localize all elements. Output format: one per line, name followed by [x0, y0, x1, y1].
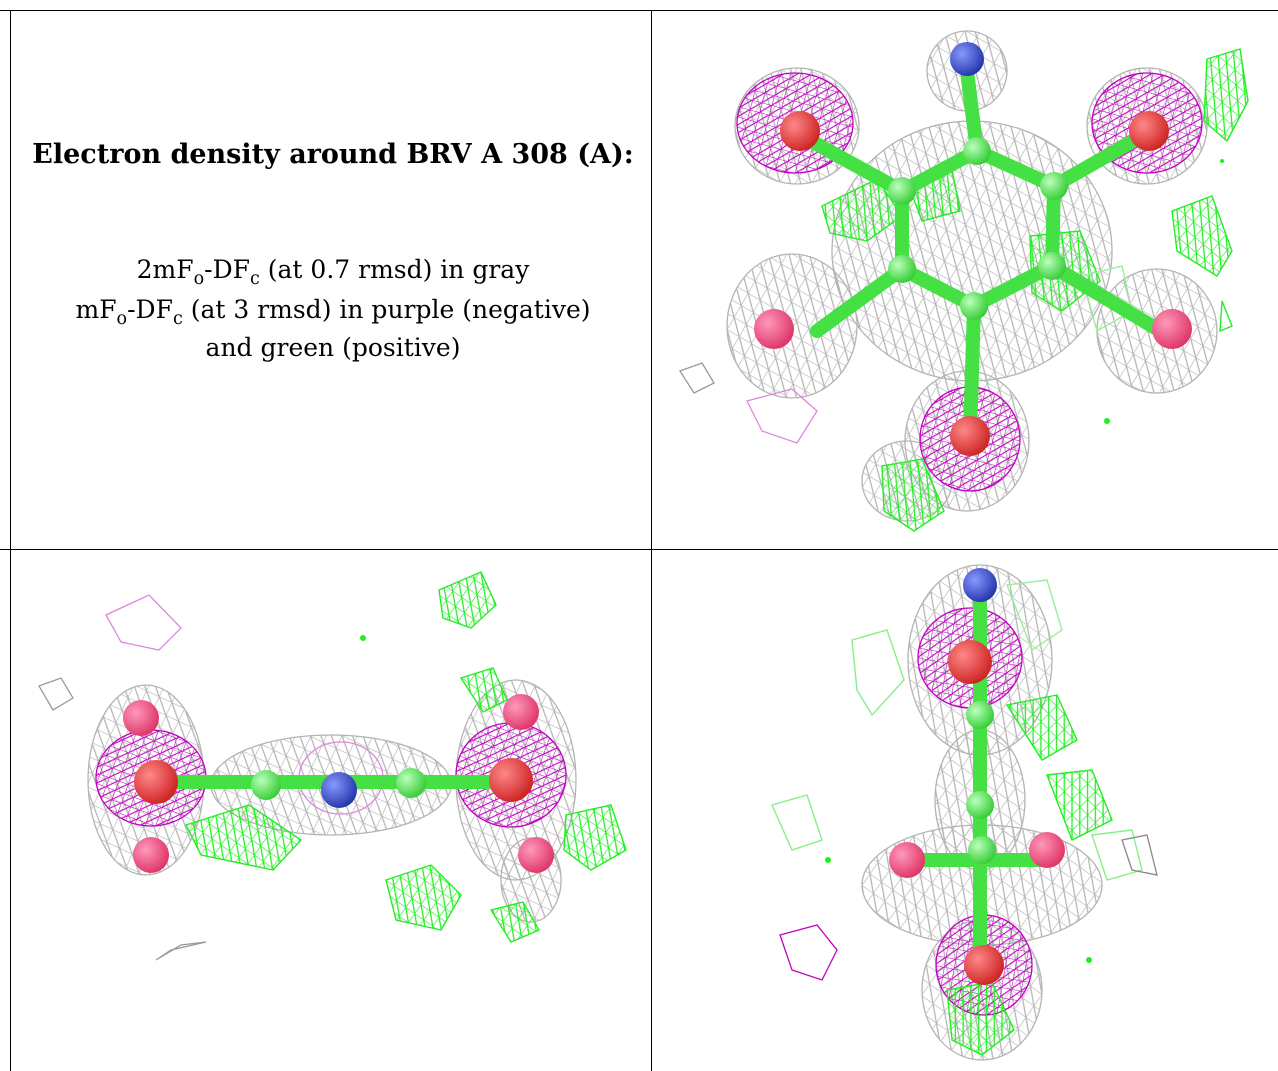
caption-line2-mid: -DF [127, 295, 173, 324]
oxygen-atoms [123, 694, 554, 873]
density-panel-bottom-right [652, 550, 1278, 1071]
green-density-mesh [185, 571, 627, 943]
molecule-edge-view [38, 571, 627, 961]
table-middle-border [0, 549, 1278, 550]
gray-mesh-fragment-2 [155, 941, 207, 961]
density-panel-bottom-left [11, 550, 651, 1071]
oxygen-atoms [754, 111, 1192, 456]
carbon-atoms [966, 701, 996, 864]
gray-mesh-fragment [679, 362, 715, 394]
caption-line-green: and green (positive) [205, 333, 461, 362]
carbon-atoms [888, 137, 1068, 320]
density-panel-top-right [652, 11, 1278, 549]
caption-line1-mid: -DF [204, 255, 250, 284]
caption-title: Electron density around BRV A 308 (A): [32, 139, 634, 170]
table-left-border [10, 10, 11, 1071]
caption-line1-sub1: o [193, 269, 205, 290]
caption-line1-sub2: c [250, 269, 260, 290]
nitrogen-atom [321, 772, 357, 808]
caption-line2-sub2: c [172, 309, 183, 330]
gray-mesh-fragment [38, 677, 74, 711]
molecule-side-view [771, 564, 1158, 1061]
oxygen-atoms [889, 640, 1065, 985]
molecule-face-view [679, 30, 1249, 532]
nitrogen-atom [950, 42, 984, 76]
caption-cell: Electron density around BRV A 308 (A): 2… [11, 11, 651, 549]
green-density-mesh [771, 579, 1143, 1056]
gray-mesh-fragment [1121, 834, 1158, 876]
table-top-border [0, 10, 1278, 11]
caption-line2-pre: mF [75, 295, 117, 324]
caption-line2-sub1: o [116, 309, 128, 330]
caption-line-purple: mFo-DFc (at 3 rmsd) in purple (negative) [23, 295, 643, 328]
caption-line1-post: (at 0.7 rmsd) in gray [259, 255, 530, 284]
table-center-border [651, 10, 652, 1071]
caption-line1-pre: 2mF [136, 255, 194, 284]
caption-line-gray: 2mFo-DFc (at 0.7 rmsd) in gray [23, 255, 643, 288]
nitrogen-atom [963, 568, 997, 602]
caption-line2-post: (at 3 rmsd) in purple (negative) [182, 295, 591, 324]
carbon-atoms [251, 768, 426, 800]
